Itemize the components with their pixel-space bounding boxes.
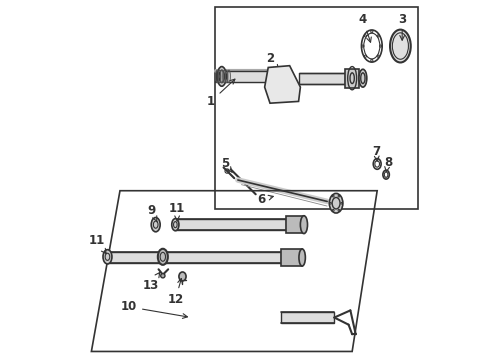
Text: 8: 8 bbox=[384, 156, 392, 172]
Text: 13: 13 bbox=[142, 273, 160, 292]
Ellipse shape bbox=[359, 69, 367, 87]
Text: 11: 11 bbox=[169, 202, 185, 221]
Bar bbox=[175, 219, 286, 230]
Bar bbox=[298, 73, 345, 84]
Text: 1: 1 bbox=[207, 79, 235, 108]
Text: 3: 3 bbox=[398, 13, 406, 40]
Bar bbox=[286, 216, 304, 233]
Ellipse shape bbox=[390, 30, 411, 63]
Bar bbox=[281, 312, 334, 323]
Ellipse shape bbox=[299, 249, 305, 266]
Ellipse shape bbox=[218, 67, 226, 86]
Ellipse shape bbox=[172, 219, 179, 231]
Text: 10: 10 bbox=[121, 300, 188, 318]
Polygon shape bbox=[265, 66, 300, 103]
Text: 4: 4 bbox=[359, 13, 371, 42]
Ellipse shape bbox=[329, 193, 343, 213]
Ellipse shape bbox=[103, 249, 112, 264]
Ellipse shape bbox=[151, 217, 160, 232]
Text: 2: 2 bbox=[266, 52, 279, 70]
Ellipse shape bbox=[300, 216, 308, 234]
Text: 9: 9 bbox=[147, 204, 157, 222]
Bar bbox=[215, 7, 418, 208]
Text: 11: 11 bbox=[89, 234, 106, 253]
Ellipse shape bbox=[179, 272, 186, 281]
Ellipse shape bbox=[158, 249, 168, 265]
Text: 5: 5 bbox=[221, 157, 232, 172]
Bar bbox=[217, 71, 268, 82]
Text: 12: 12 bbox=[167, 279, 183, 306]
Bar bbox=[107, 252, 281, 263]
Text: 7: 7 bbox=[372, 145, 381, 161]
Text: 6: 6 bbox=[257, 193, 273, 206]
Ellipse shape bbox=[161, 274, 165, 278]
Bar bbox=[345, 69, 359, 88]
Bar bbox=[281, 249, 302, 266]
